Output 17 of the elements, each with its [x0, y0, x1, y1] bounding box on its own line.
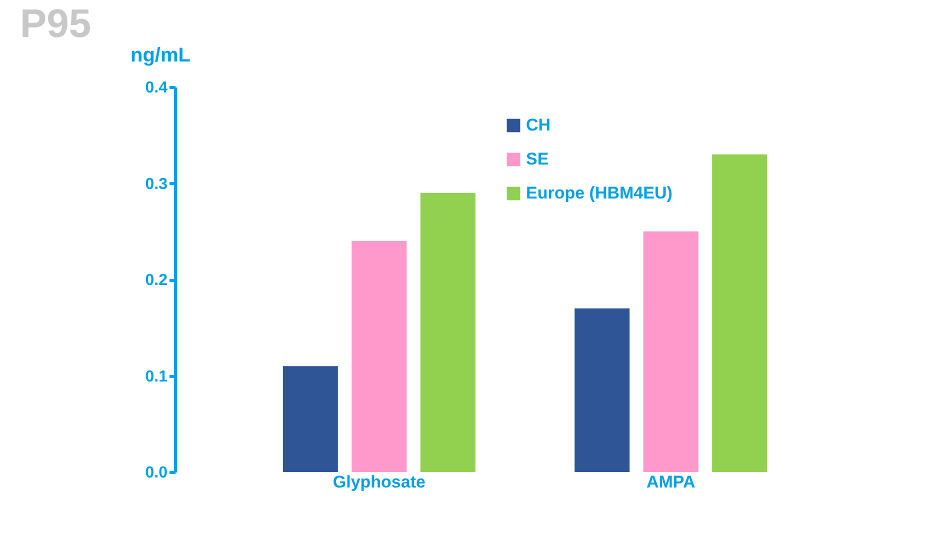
bar	[712, 154, 768, 472]
y-axis-title: ng/mL	[130, 44, 190, 66]
y-tick-label: 0.2	[145, 272, 168, 289]
y-tick-label: 0.0	[145, 464, 168, 482]
bar	[282, 366, 338, 472]
bar	[574, 308, 630, 472]
x-tick-label: AMPA	[646, 472, 696, 492]
x-tick-label: Glyphosate	[332, 472, 426, 492]
y-tick-label: 0.3	[145, 176, 168, 193]
bar	[643, 231, 698, 472]
y-tick-label: 0.1	[145, 368, 168, 386]
bar	[352, 241, 407, 472]
bar	[420, 192, 476, 472]
legend-label: Europe (HBM4EU)	[526, 184, 672, 202]
legend-label: CH	[526, 116, 551, 134]
legend-label: SE	[526, 150, 549, 168]
y-tick-label: 0.4	[145, 80, 168, 96]
